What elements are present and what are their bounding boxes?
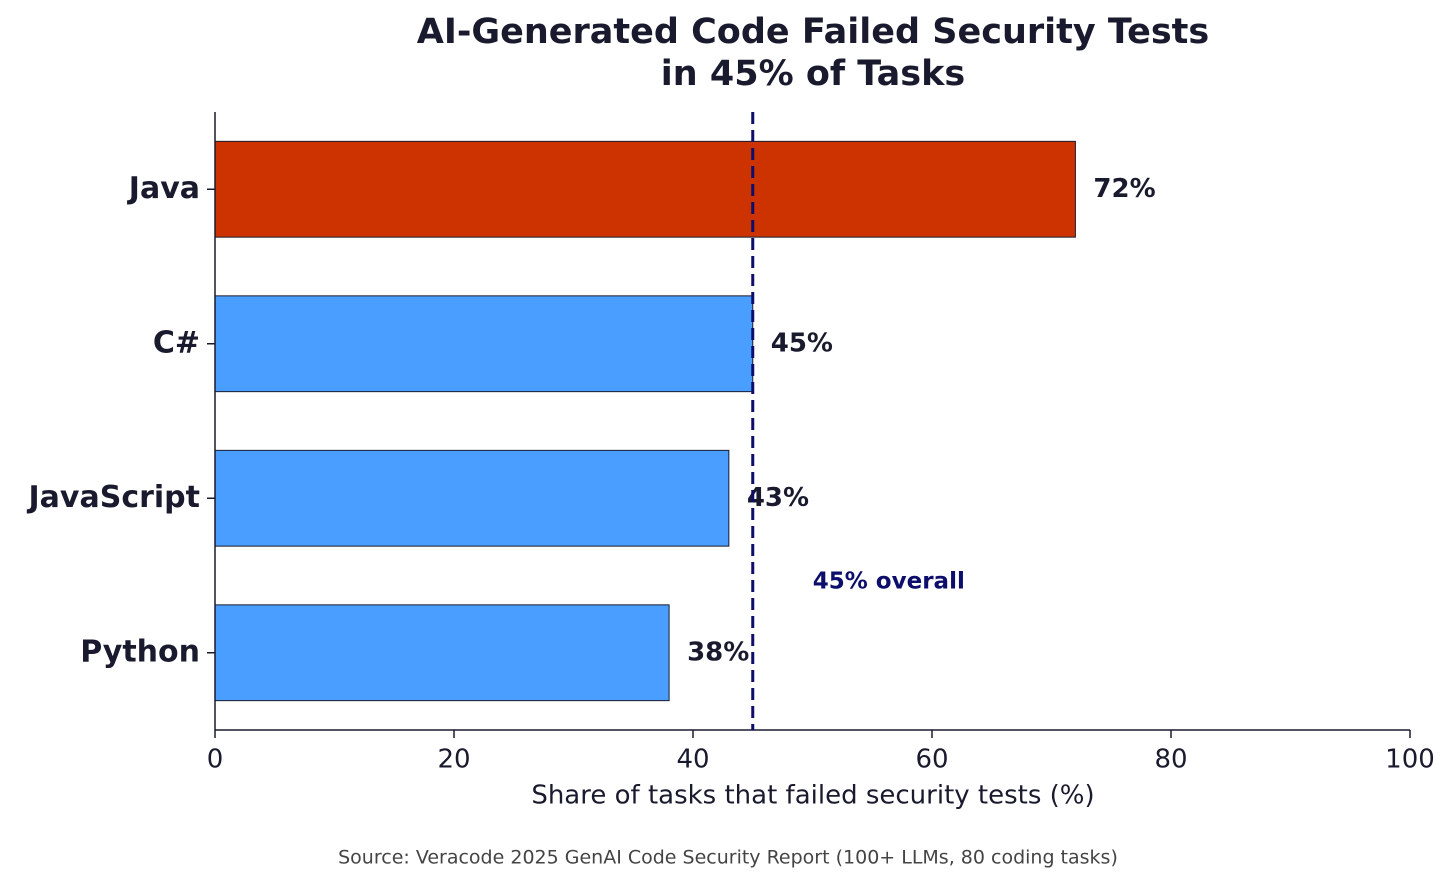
bar: [214, 449, 730, 547]
x-axis-label: Share of tasks that failed security test…: [531, 781, 1094, 811]
bar: [214, 140, 1076, 238]
value-label: 45%: [771, 328, 833, 358]
x-tick-label: 20: [437, 745, 470, 775]
chart-title: AI-Generated Code Failed Security Tests i…: [417, 12, 1209, 94]
x-tick-label: 40: [676, 745, 709, 775]
x-tick-label: 80: [1154, 745, 1187, 775]
value-label: 38%: [687, 637, 749, 667]
source-note: Source: Veracode 2025 GenAI Code Securit…: [338, 847, 1118, 869]
y-tick-label: Java: [127, 171, 200, 206]
x-tick-label: 60: [915, 745, 948, 775]
bar: [214, 295, 754, 393]
bar: [214, 604, 670, 702]
x-tick-label: 0: [207, 745, 224, 775]
y-tick-label: JavaScript: [27, 480, 201, 515]
x-tick-label: 100: [1385, 745, 1435, 775]
y-tick-label: C#: [153, 325, 200, 360]
value-label: 72%: [1093, 174, 1155, 204]
reference-label: 45% overall: [813, 568, 965, 594]
value-label: 43%: [747, 483, 809, 513]
y-tick-label: Python: [80, 634, 200, 669]
